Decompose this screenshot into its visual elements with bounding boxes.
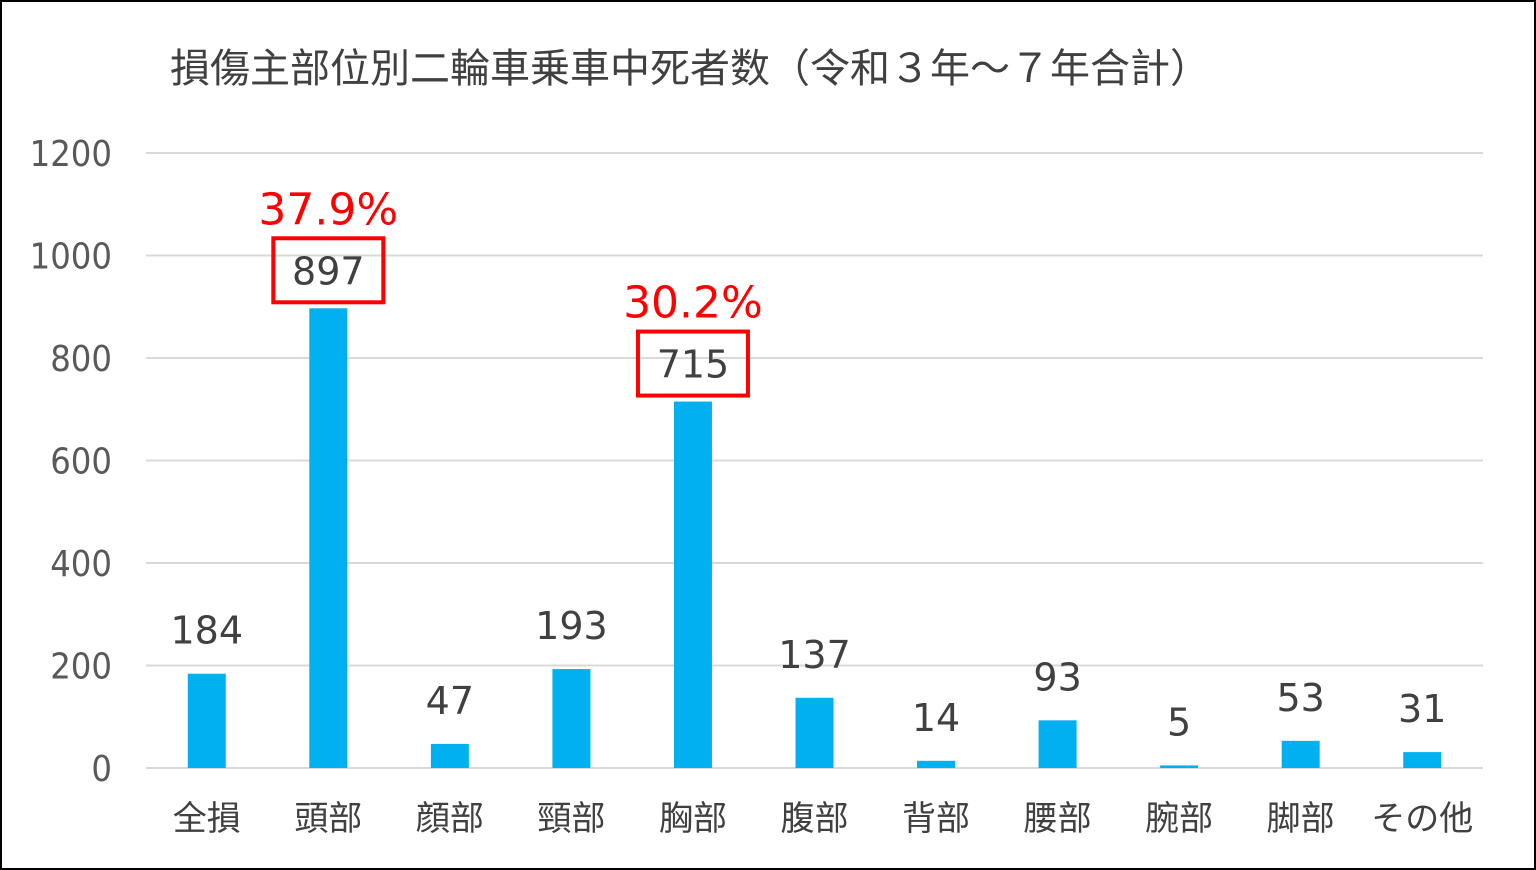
category-label: 頸部: [537, 799, 605, 839]
category-label: 腹部: [781, 799, 849, 839]
y-tick-label: 600: [50, 442, 112, 483]
bar: [309, 308, 348, 768]
value-label: 193: [535, 604, 608, 648]
value-label: 715: [657, 343, 730, 387]
value-label: 5: [1167, 700, 1191, 744]
bar: [430, 743, 469, 768]
value-label: 14: [912, 696, 960, 740]
bar: [795, 697, 834, 768]
bar: [673, 401, 712, 768]
category-label: 背部: [902, 799, 970, 839]
bar: [1403, 752, 1442, 768]
x-axis-categories: 全損 頭部 顔部 頸部 胸部 腹部 背部 腰部 腕部 脚部 その他: [173, 799, 1473, 839]
bar: [552, 669, 591, 768]
y-tick-label: 1200: [30, 134, 112, 175]
value-highlight-box: [635, 329, 750, 398]
value-label: 897: [292, 249, 365, 293]
category-label: 顔部: [416, 799, 484, 839]
value-labels: 184 897 37.9% 47 193 715 30.2% 137 14 93 5 53 31: [171, 184, 1447, 744]
y-tick-label: 800: [50, 339, 112, 380]
percent-annotation: 30.2%: [623, 278, 763, 329]
category-label: 全損: [173, 799, 241, 839]
bars: [187, 308, 1442, 768]
category-label: 脚部: [1267, 799, 1335, 839]
category-label: 頭部: [294, 799, 362, 839]
y-tick-label: 400: [50, 544, 112, 585]
category-label: 胸部: [659, 799, 727, 839]
category-label: 腰部: [1024, 799, 1092, 839]
category-label: その他: [1371, 799, 1473, 839]
value-label: 93: [1033, 655, 1081, 699]
y-tick-label: 200: [50, 647, 112, 688]
y-tick-label: 0: [91, 749, 112, 790]
percent-annotation: 37.9%: [258, 184, 398, 235]
value-label: 137: [778, 633, 851, 677]
value-highlight-box: [271, 236, 386, 305]
bar: [187, 673, 226, 768]
y-tick-label: 1000: [30, 237, 112, 278]
value-label: 31: [1398, 687, 1446, 731]
bar: [917, 760, 956, 768]
category-label: 腕部: [1145, 799, 1213, 839]
bar: [1281, 740, 1320, 768]
value-label: 53: [1277, 676, 1325, 720]
value-label: 184: [171, 609, 244, 653]
y-axis-ticks: 0 200 400 600 800 1000 1200: [30, 134, 112, 790]
bar: [1038, 720, 1077, 768]
bar: [1160, 765, 1199, 768]
value-label: 47: [426, 679, 474, 723]
gridlines: [146, 152, 1483, 769]
chart-title: 損傷主部位別二輪車乗車中死者数（令和３年～７年合計）: [170, 46, 1210, 92]
